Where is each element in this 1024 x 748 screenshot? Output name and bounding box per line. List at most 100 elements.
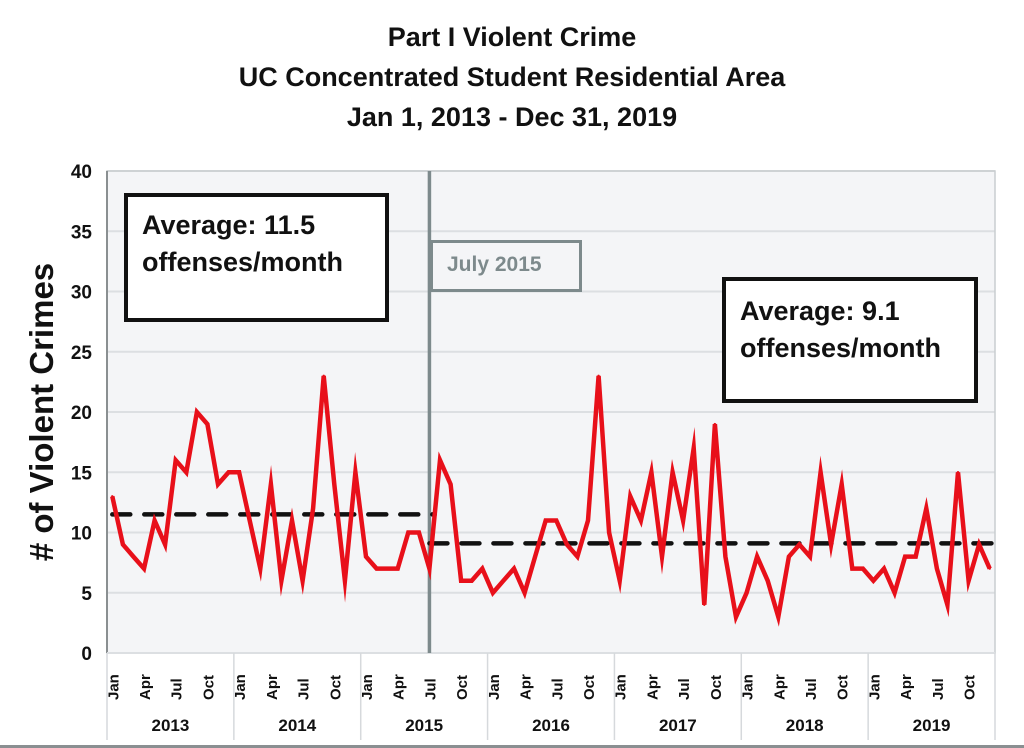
annotation-july-2015-text: July 2015: [447, 253, 542, 276]
x-tick-label-2018-Jan: Jan: [740, 674, 757, 700]
data-point-5: [163, 543, 167, 546]
data-point-14: [259, 567, 262, 570]
data-point-63: [777, 615, 780, 619]
x-tick-label-2018-Apr: Apr: [771, 674, 788, 700]
annotation-average-before: Average: 11.5 offenses/month: [124, 193, 389, 322]
data-point-72: [872, 579, 875, 582]
data-point-65: [798, 543, 801, 546]
y-tick-label-25: 25: [71, 343, 93, 364]
y-tick-label-30: 30: [71, 283, 92, 304]
data-point-64: [787, 555, 791, 558]
data-point-52: [660, 555, 664, 558]
data-point-49: [629, 495, 632, 498]
data-point-2: [132, 555, 135, 558]
data-point-7: [185, 471, 188, 474]
data-point-18: [301, 579, 304, 582]
y-tick-label-10: 10: [71, 524, 92, 545]
data-point-83: [988, 567, 991, 570]
data-point-35: [481, 567, 484, 570]
data-point-44: [576, 555, 579, 558]
data-point-61: [755, 555, 759, 558]
annotation-july-2015: July 2015: [430, 240, 582, 292]
x-tick-label-2014-Jul: Jul: [296, 678, 313, 700]
x-tick-label-2018-Jul: Jul: [803, 678, 820, 700]
x-tick-label-2016-Apr: Apr: [518, 674, 535, 700]
data-point-31: [438, 459, 442, 462]
x-year-label-2015: 2015: [405, 716, 443, 735]
data-point-58: [724, 555, 727, 558]
data-point-75: [903, 555, 907, 558]
data-point-0: [111, 495, 114, 498]
data-point-53: [671, 471, 674, 474]
series-line-0: [110, 375, 992, 627]
data-point-16: [280, 579, 283, 582]
x-tick-label-2015-Jul: Jul: [422, 678, 439, 700]
x-tick-label-2013-Oct: Oct: [200, 675, 217, 700]
y-tick-label-40: 40: [71, 162, 92, 183]
x-tick-label-2017-Apr: Apr: [644, 674, 661, 700]
data-point-60: [745, 591, 748, 594]
data-point-55: [692, 446, 695, 450]
data-point-47: [607, 531, 611, 534]
annotation-average-after-line1: Average: 9.1: [740, 296, 900, 326]
data-point-8: [195, 410, 199, 414]
data-point-62: [766, 579, 769, 582]
chart-subtitle: UC Concentrated Student Residential Area: [238, 62, 786, 92]
annotation-average-after-line2: offenses/month: [740, 333, 942, 363]
data-point-40: [533, 555, 537, 558]
data-point-10: [216, 483, 220, 486]
data-point-15: [269, 483, 273, 486]
data-point-74: [893, 591, 896, 594]
data-point-81: [967, 579, 970, 582]
x-tick-label-2017-Jul: Jul: [676, 678, 693, 700]
data-point-34: [470, 579, 473, 582]
x-tick-label-2015-Jan: Jan: [359, 674, 376, 700]
annotation-average-before-line2: offenses/month: [142, 247, 344, 277]
data-point-36: [491, 591, 495, 594]
x-year-label-2019: 2019: [913, 716, 951, 735]
data-point-82: [977, 543, 981, 546]
data-point-9: [206, 422, 209, 426]
data-point-24: [364, 555, 368, 558]
chart-date-range: Jan 1, 2013 - Dec 31, 2019: [346, 102, 678, 132]
data-point-67: [819, 471, 822, 474]
data-point-73: [882, 567, 886, 570]
data-point-50: [639, 519, 643, 522]
data-point-76: [914, 555, 917, 558]
x-tick-label-2015-Apr: Apr: [391, 674, 408, 700]
data-point-22: [343, 579, 347, 582]
data-point-20: [322, 374, 325, 378]
data-point-13: [248, 519, 251, 522]
chart-title: Part I Violent Crime: [387, 22, 637, 52]
x-year-label-2014: 2014: [278, 716, 316, 735]
x-tick-label-2019-Apr: Apr: [898, 674, 915, 700]
data-point-6: [174, 459, 177, 462]
x-year-label-2016: 2016: [532, 716, 570, 735]
data-point-66: [808, 555, 812, 558]
data-point-59: [734, 615, 738, 619]
data-point-70: [851, 567, 854, 570]
y-tick-label-35: 35: [71, 222, 93, 243]
x-year-label-2018: 2018: [786, 716, 824, 735]
data-point-28: [407, 531, 410, 534]
x-tick-label-2014-Apr: Apr: [264, 674, 281, 700]
x-tick-label-2013-Jan: Jan: [105, 674, 122, 700]
x-tick-label-2019-Jan: Jan: [866, 674, 883, 700]
x-tick-label-2016-Jan: Jan: [486, 674, 503, 700]
data-point-33: [459, 579, 463, 582]
data-point-3: [142, 567, 146, 570]
data-point-39: [523, 591, 526, 594]
data-point-1: [121, 543, 125, 546]
data-point-57: [713, 422, 717, 426]
data-point-23: [354, 471, 357, 474]
data-point-46: [597, 374, 600, 378]
data-point-68: [829, 543, 833, 546]
data-point-11: [227, 471, 230, 474]
data-point-43: [565, 543, 569, 546]
x-tick-label-2014-Oct: Oct: [327, 675, 344, 700]
data-point-77: [925, 507, 928, 510]
data-point-56: [703, 603, 706, 606]
y-tick-label-20: 20: [71, 403, 92, 424]
data-point-69: [840, 483, 843, 486]
